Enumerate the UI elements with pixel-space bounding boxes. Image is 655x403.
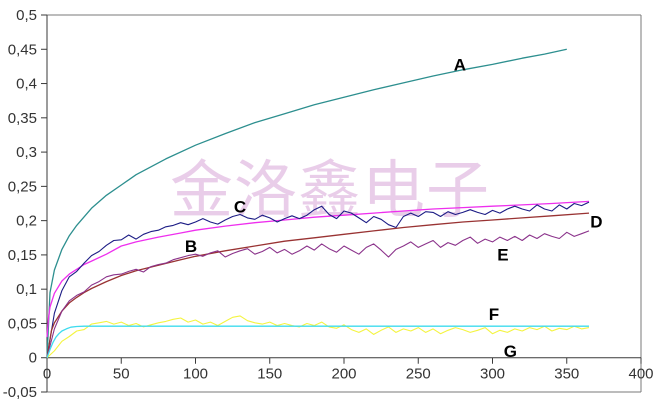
x-tick-label: 200 xyxy=(331,366,356,383)
y-tick-label: 0,3 xyxy=(16,144,37,161)
series-G-label: G xyxy=(504,342,517,361)
series-D-label: D xyxy=(590,213,602,232)
x-tick-label: 350 xyxy=(554,366,579,383)
x-tick-label: 100 xyxy=(183,366,208,383)
series-F-label: F xyxy=(489,305,499,324)
y-tick-label: 0,5 xyxy=(16,7,37,24)
series-B-label: B xyxy=(185,237,197,256)
series-E-label: E xyxy=(497,245,508,264)
x-tick-label: 50 xyxy=(113,366,130,383)
x-tick-label: 250 xyxy=(406,366,431,383)
y-tick-label: 0,2 xyxy=(16,213,37,230)
series-A-line xyxy=(46,48,567,358)
x-tick-label: 150 xyxy=(257,366,282,383)
x-tick-label: 0 xyxy=(43,366,51,383)
y-tick-label: 0,25 xyxy=(8,178,37,195)
y-tick-label: 0,35 xyxy=(8,110,37,127)
y-tick-label: 0,45 xyxy=(8,41,37,58)
y-tick-label: 0 xyxy=(29,350,37,367)
series-A-label: A xyxy=(454,56,466,75)
series-D-line xyxy=(46,212,590,358)
series-E-line xyxy=(46,230,590,358)
y-tick-label: 0,15 xyxy=(8,247,37,264)
series-G-line xyxy=(46,315,590,359)
series-B-line xyxy=(46,200,590,338)
x-tick-label: 400 xyxy=(628,366,653,383)
series-C-label: C xyxy=(234,197,246,216)
x-tick-label: 300 xyxy=(480,366,505,383)
y-tick-label: 0,1 xyxy=(16,281,37,298)
y-tick-label: -0,05 xyxy=(3,384,37,401)
y-tick-label: 0,05 xyxy=(8,315,37,332)
series-F-line xyxy=(46,325,589,358)
series-C-line xyxy=(46,201,590,358)
y-tick-label: 0,4 xyxy=(16,76,37,93)
